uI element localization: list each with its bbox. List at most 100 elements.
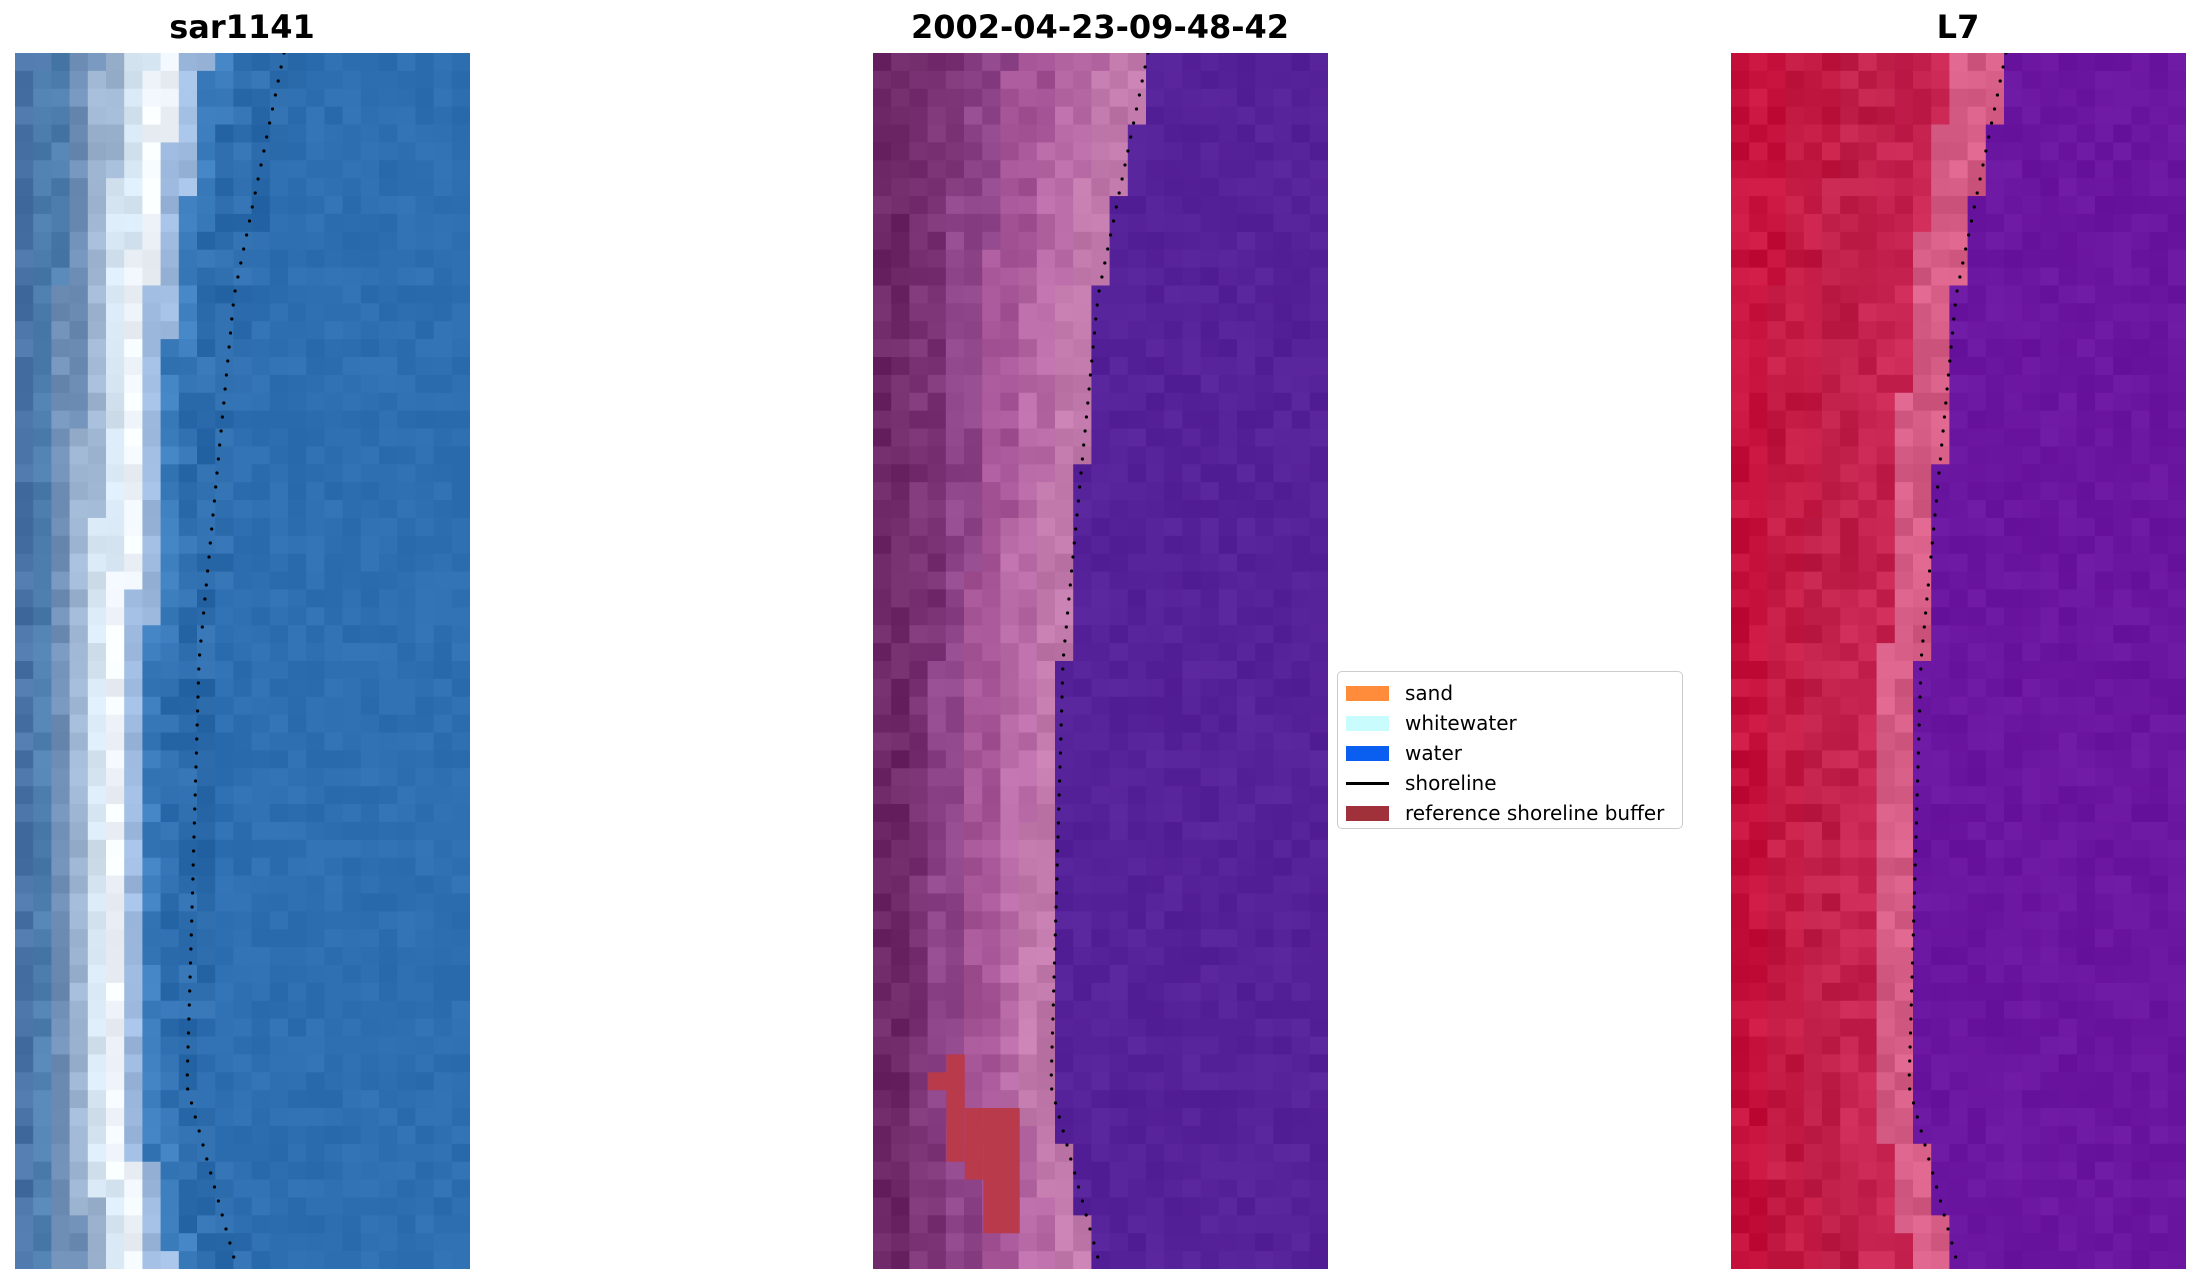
pixel [2040,88,2060,108]
pixel [2040,535,2060,555]
pixel [1858,374,1878,394]
pixel [2149,893,2169,912]
pixel [451,714,470,734]
pixel [324,625,344,644]
pixel [324,911,344,930]
pixel [1731,839,1750,859]
pixel [379,410,398,430]
pixel [1255,1054,1274,1073]
pixel [1309,1072,1328,1091]
pixel [1858,392,1878,412]
pixel [1036,1233,1056,1252]
pixel [2167,70,2186,90]
pixel [51,267,71,287]
pixel [2004,1000,2023,1020]
pixel [269,678,289,698]
pixel [964,589,983,608]
pixel [964,786,983,805]
pixel [15,1143,34,1163]
pixel [33,732,52,752]
pixel [451,124,470,144]
pixel [251,732,271,752]
shoreline-point [256,177,260,181]
pixel [51,53,71,72]
pixel [1876,339,1896,358]
pixel [306,213,325,233]
pixel [1218,1197,1238,1216]
pixel [197,1108,216,1127]
pixel [197,1161,216,1181]
pixel [1731,517,1750,537]
pixel [33,714,52,734]
pixel [1164,231,1183,251]
pixel [1894,321,1914,340]
pixel [945,124,965,144]
pixel [1073,1036,1092,1056]
pixel [891,535,910,555]
pixel [15,464,34,483]
pixel [1309,643,1328,662]
pixel [51,1233,71,1252]
pixel [1291,1108,1311,1127]
pixel [342,1125,362,1145]
pixel [197,643,216,662]
pixel [306,249,325,269]
pixel [87,53,107,72]
pixel [215,1161,234,1181]
pixel [1291,1018,1311,1038]
pixel [433,124,453,144]
pixel [342,839,362,859]
pixel [1255,732,1274,752]
pixel [2095,643,2114,662]
pixel [1018,178,1038,197]
pixel [106,213,125,233]
pixel [87,124,107,144]
pixel [964,1233,983,1252]
pixel [945,857,965,877]
pixel [215,732,234,752]
pixel [269,965,289,984]
pixel [2040,732,2060,752]
pixel [2113,70,2132,90]
shoreline-point [1063,639,1067,643]
pixel [33,1090,52,1109]
pixel [233,1179,253,1199]
pixel [1073,1179,1092,1199]
pixel [2004,750,2023,769]
pixel [1273,661,1293,680]
pixel [1913,857,1932,877]
pixel [215,357,234,376]
pixel [1785,589,1805,608]
pixel [1055,428,1074,448]
pixel [1949,786,1969,805]
pixel [269,267,289,287]
pixel [306,1197,325,1216]
pixel [891,714,910,734]
pixel [288,428,307,448]
pixel [1018,661,1038,680]
pixel [1785,88,1805,108]
pixel [1018,428,1038,448]
pixel [1785,714,1805,734]
pixel [1164,285,1183,304]
pixel [1985,446,2005,465]
pixel [873,53,892,72]
pixel [106,303,125,322]
pixel [2058,517,2078,537]
pixel [1291,750,1311,769]
pixel [1291,732,1311,752]
pixel [1858,178,1878,197]
pixel [1273,1090,1293,1109]
pixel [1146,1054,1165,1073]
pixel [69,178,89,197]
pixel [397,392,416,412]
pixel [2167,517,2186,537]
pixel [233,857,253,877]
pixel [51,804,71,823]
pixel [415,285,435,304]
pixel [69,678,89,698]
pixel [233,160,253,179]
pixel [397,982,416,1002]
pixel [124,947,143,966]
pixel [2113,303,2132,322]
